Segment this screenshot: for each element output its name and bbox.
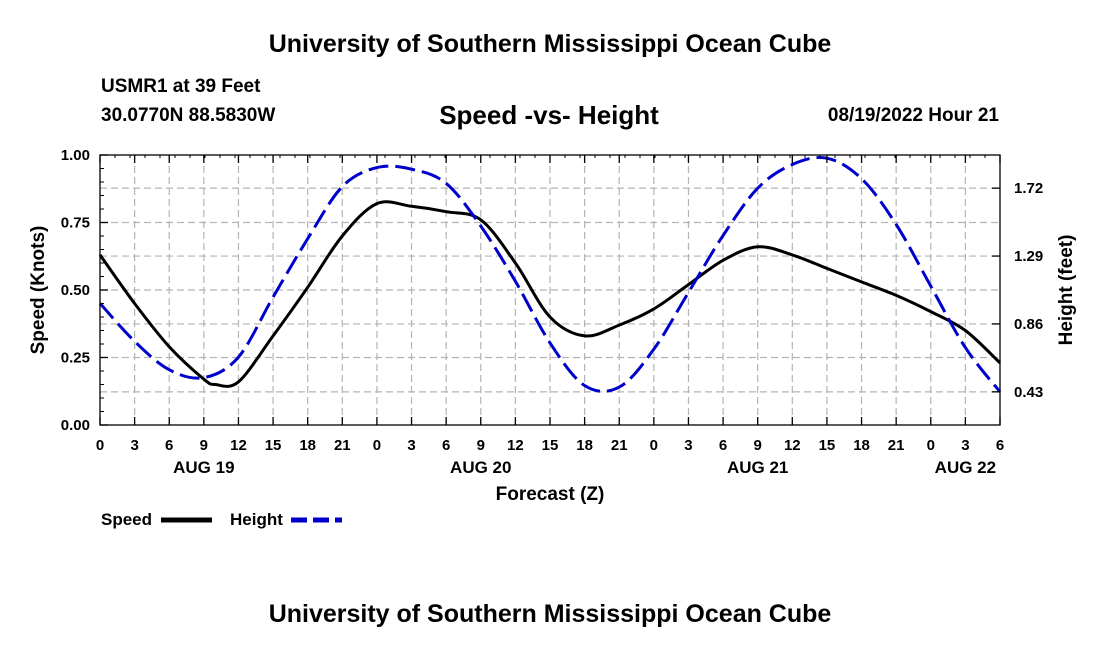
x-tick-label: 6 <box>442 437 450 454</box>
x-tick-label: 9 <box>200 437 208 454</box>
x-tick-label: 0 <box>96 437 104 454</box>
day-label: AUG 21 <box>727 458 788 477</box>
x-tick-label: 6 <box>719 437 727 454</box>
x-tick-label: 12 <box>507 437 524 454</box>
x-tick-label: 3 <box>961 437 969 454</box>
day-label: AUG 19 <box>173 458 234 477</box>
y-axis-label: Speed (Knots) <box>28 226 49 355</box>
x-axis-label: Forecast (Z) <box>496 484 605 505</box>
legend-speed-label: Speed <box>101 510 152 529</box>
x-tick-label: 18 <box>299 437 316 454</box>
y2-tick-label: 0.86 <box>1014 316 1043 333</box>
x-tick-label: 18 <box>576 437 593 454</box>
x-tick-label: 12 <box>230 437 247 454</box>
x-tick-label: 0 <box>650 437 658 454</box>
series-speed-line <box>98 200 1002 388</box>
x-tick-label: 6 <box>996 437 1004 454</box>
y-tick-label: 0.25 <box>61 350 90 367</box>
x-tick-label: 9 <box>754 437 762 454</box>
axes: 0 3 6 9 12 15 18 21 0 3 6 9 12 15 18 21 0 3 6 9 12 15 18 21 0 3 6A… <box>61 147 1043 477</box>
timestamp-label: 08/19/2022 Hour 21 <box>827 105 999 126</box>
top-title: University of Southern Mississippi Ocean… <box>268 30 832 58</box>
y2-tick-label: 1.29 <box>1014 248 1043 265</box>
grid-lines <box>100 155 1000 425</box>
x-tick-label: 3 <box>407 437 415 454</box>
x-tick-label: 15 <box>542 437 559 454</box>
y-tick-label: 0.75 <box>61 215 90 232</box>
x-tick-label: 0 <box>927 437 935 454</box>
y-tick-label: 1.00 <box>61 147 90 164</box>
x-tick-label: 12 <box>784 437 801 454</box>
x-tick-label: 21 <box>611 437 628 454</box>
y2-tick-label: 0.43 <box>1014 384 1043 401</box>
x-tick-label: 6 <box>165 437 173 454</box>
x-tick-label: 21 <box>888 437 905 454</box>
coords-label: 30.0770N 88.5830W <box>101 105 276 126</box>
day-label: AUG 22 <box>935 458 996 477</box>
x-tick-label: 21 <box>334 437 351 454</box>
y2-axis-label: Height (feet) <box>1056 235 1077 346</box>
x-tick-label: 0 <box>373 437 381 454</box>
x-tick-label: 18 <box>853 437 870 454</box>
y-tick-label: 0.50 <box>61 282 90 299</box>
series-height-line <box>98 155 1002 393</box>
x-tick-label: 15 <box>265 437 282 454</box>
chart-title: Speed -vs- Height <box>439 100 659 130</box>
x-tick-label: 15 <box>819 437 836 454</box>
x-tick-label: 3 <box>130 437 138 454</box>
series-layer <box>98 155 1002 393</box>
legend-height-label: Height <box>230 510 283 529</box>
bottom-title: University of Southern Mississippi Ocean… <box>268 600 832 628</box>
y-tick-label: 0.00 <box>61 417 90 434</box>
x-tick-label: 9 <box>477 437 485 454</box>
station-label: USMR1 at 39 Feet <box>101 76 261 97</box>
y2-tick-label: 1.72 <box>1014 180 1043 197</box>
legend: Speed Height <box>101 510 342 529</box>
day-label: AUG 20 <box>450 458 511 477</box>
x-tick-label: 3 <box>684 437 692 454</box>
